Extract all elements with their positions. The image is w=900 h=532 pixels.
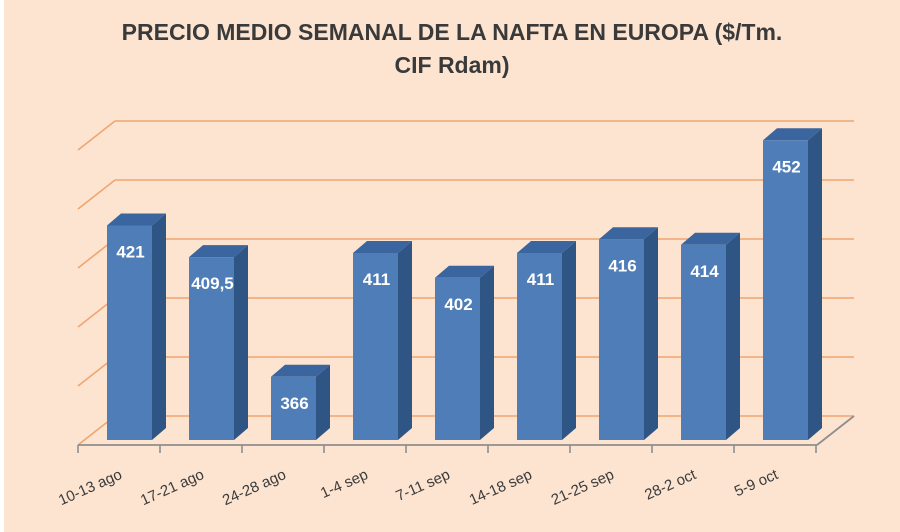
floor-right-edge <box>816 415 855 446</box>
bar-top-face <box>353 241 412 253</box>
bar-side-face <box>398 241 412 440</box>
category-axis-label: 17-21 ago <box>138 466 207 509</box>
bar-10-13 ago: 421 <box>107 213 166 440</box>
bar-7-11 sep: 402 <box>435 265 494 440</box>
bar-front-face <box>271 376 316 440</box>
bar-top-face <box>435 265 494 278</box>
bar-top-face <box>763 128 822 141</box>
chart-title: PRECIO MEDIO SEMANAL DE LA NAFTA EN EURO… <box>4 16 900 82</box>
bar-value-label: 402 <box>444 295 472 314</box>
bar-28-2 oct: 414 <box>681 232 740 440</box>
bar-value-label: 366 <box>280 394 308 413</box>
gridline-side-diagonal <box>77 179 116 210</box>
category-axis-label: 24-28 ago <box>220 466 289 509</box>
bar-value-label: 416 <box>608 256 636 275</box>
gridline-side-diagonal <box>77 120 116 151</box>
bar-value-label: 409,5 <box>191 274 234 293</box>
category-axis-label: 21-25 sep <box>549 466 617 509</box>
bar-1-4 sep: 411 <box>353 241 412 440</box>
bar-front-face <box>763 140 808 440</box>
bar-value-label: 414 <box>690 262 719 281</box>
chart-area: PRECIO MEDIO SEMANAL DE LA NAFTA EN EURO… <box>4 0 900 532</box>
bar-14-18 sep: 411 <box>517 241 576 440</box>
bar-value-label: 421 <box>116 243 144 262</box>
bar-front-face <box>681 244 726 440</box>
category-axis-label: 5-9 oct <box>732 466 782 501</box>
bar-front-face <box>107 225 152 440</box>
bar-side-face <box>808 128 822 440</box>
category-axis-label: 14-18 sep <box>467 466 535 509</box>
bar-chart-plot: 421 409,5 366 411 402 411 416 414 452 10-13 ago 17… <box>56 120 855 509</box>
bar-21-25 sep: 416 <box>599 227 658 440</box>
bar-24-28 ago: 366 <box>271 364 330 440</box>
bar-top-face <box>599 227 658 240</box>
bar-top-face <box>271 364 330 377</box>
bar-top-face <box>517 241 576 253</box>
bar-top-face <box>189 245 248 258</box>
bar-front-face <box>599 239 644 440</box>
bar-front-face <box>517 253 562 440</box>
bar-value-label: 452 <box>772 157 800 176</box>
bar-side-face <box>644 227 658 440</box>
bar-5-9 oct: 452 <box>763 128 822 440</box>
bar-top-face <box>107 213 166 226</box>
bar-front-face <box>353 253 398 440</box>
bar-side-face <box>562 241 576 440</box>
bar-side-face <box>152 213 166 440</box>
bar-side-face <box>726 232 740 440</box>
category-axis-label: 1-4 sep <box>318 466 371 502</box>
bar-17-21 ago: 409,5 <box>189 245 248 440</box>
chart-title-line2: CIF Rdam) <box>394 52 510 78</box>
bar-front-face <box>435 277 480 440</box>
bar-value-label: 411 <box>527 270 554 289</box>
chart-title-line1: PRECIO MEDIO SEMANAL DE LA NAFTA EN EURO… <box>121 19 783 45</box>
bar-top-face <box>681 232 740 245</box>
bar-front-face <box>189 257 234 440</box>
category-axis-label: 10-13 ago <box>56 466 125 509</box>
bar-value-label: 411 <box>363 270 390 289</box>
category-axis-label: 28-2 oct <box>642 466 699 504</box>
bar-side-face <box>480 265 494 440</box>
category-axis-label: 7-11 sep <box>393 466 452 505</box>
bar-side-face <box>316 364 330 440</box>
bar-side-face <box>234 245 248 440</box>
